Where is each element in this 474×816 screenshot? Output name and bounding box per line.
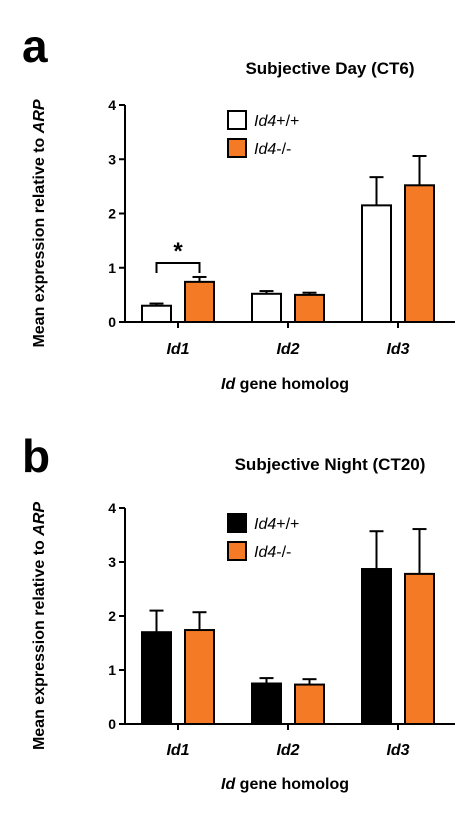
legend-label-italic: Id4 bbox=[254, 141, 276, 158]
bar bbox=[361, 568, 392, 726]
bar bbox=[184, 629, 215, 725]
legend-label-italic: Id4 bbox=[254, 113, 276, 130]
bar bbox=[294, 293, 325, 323]
y-tick-label: 2 bbox=[108, 608, 116, 624]
legend-label: Id4-/- bbox=[254, 544, 291, 561]
bar bbox=[141, 631, 172, 726]
legend-label-italic: Id4 bbox=[254, 544, 276, 561]
significance-bracket bbox=[155, 261, 201, 273]
x-axis-label: Id gene homolog bbox=[221, 376, 349, 393]
panel-letter: a bbox=[22, 20, 48, 72]
chart-title: Subjective Day (CT6) bbox=[245, 59, 414, 78]
y-tick-label: 0 bbox=[108, 716, 116, 732]
y-tick-label: 4 bbox=[108, 500, 116, 516]
x-axis-label-text: gene homolog bbox=[235, 776, 349, 793]
x-category-label: Id3 bbox=[386, 341, 409, 358]
y-axis-label-italic: ARP bbox=[31, 99, 48, 134]
x-axis-label: Id gene homolog bbox=[221, 776, 349, 793]
y-axis-label-text: Mean expression relative to bbox=[31, 536, 48, 750]
y-tick-label: 4 bbox=[108, 97, 116, 113]
chart-title: Subjective Night (CT20) bbox=[235, 455, 426, 474]
bar bbox=[251, 292, 282, 324]
y-axis-label-italic: ARP bbox=[31, 502, 48, 537]
chart-panel-a: a Subjective Day (CT6) 0 1 2 3 4 Mean expressio… bbox=[22, 20, 455, 393]
y-axis-label: Mean expression relative to ARP bbox=[31, 99, 48, 347]
legend-swatch bbox=[227, 138, 247, 158]
bar bbox=[184, 280, 215, 324]
bar bbox=[141, 304, 172, 324]
y-tick-label: 2 bbox=[108, 206, 116, 222]
legend-label: Id4+/+ bbox=[254, 516, 299, 533]
y-tick-label: 1 bbox=[108, 260, 116, 276]
legend-label-text: +/+ bbox=[276, 516, 299, 533]
y-tick-label: 3 bbox=[108, 151, 116, 167]
legend-label-text: -/- bbox=[276, 544, 291, 561]
bar bbox=[404, 572, 435, 725]
legend-label: Id4-/- bbox=[254, 141, 291, 158]
x-category-label: Id3 bbox=[386, 742, 409, 759]
legend-label: Id4+/+ bbox=[254, 113, 299, 130]
x-axis-label-italic: Id bbox=[221, 776, 236, 793]
x-axis-label-italic: Id bbox=[221, 376, 236, 393]
bar bbox=[251, 682, 282, 725]
legend-swatch bbox=[227, 541, 247, 561]
y-tick-label: 0 bbox=[108, 314, 116, 330]
y-axis-label: Mean expression relative to ARP bbox=[31, 502, 48, 750]
y-axis-label-text: Mean expression relative to bbox=[31, 133, 48, 347]
legend-swatch bbox=[227, 110, 247, 130]
x-category-label: Id2 bbox=[276, 341, 299, 358]
significance-label: * bbox=[173, 238, 183, 265]
x-category-label: Id1 bbox=[166, 742, 189, 759]
y-tick-label: 3 bbox=[108, 554, 116, 570]
x-category-label: Id1 bbox=[166, 341, 189, 358]
legend-label-text: +/+ bbox=[276, 113, 299, 130]
bar bbox=[404, 184, 435, 323]
bar bbox=[294, 683, 325, 726]
x-axis-label-text: gene homolog bbox=[235, 376, 349, 393]
panel-letter: b bbox=[22, 430, 50, 482]
chart-panel-b: b Subjective Night (CT20) 0 1 2 3 4 Mean expres… bbox=[22, 430, 455, 793]
y-tick-label: 1 bbox=[108, 662, 116, 678]
bar bbox=[361, 204, 392, 323]
legend-swatch bbox=[227, 513, 247, 533]
legend-label-italic: Id4 bbox=[254, 516, 276, 533]
x-category-label: Id2 bbox=[276, 742, 299, 759]
legend-label-text: -/- bbox=[276, 141, 291, 158]
